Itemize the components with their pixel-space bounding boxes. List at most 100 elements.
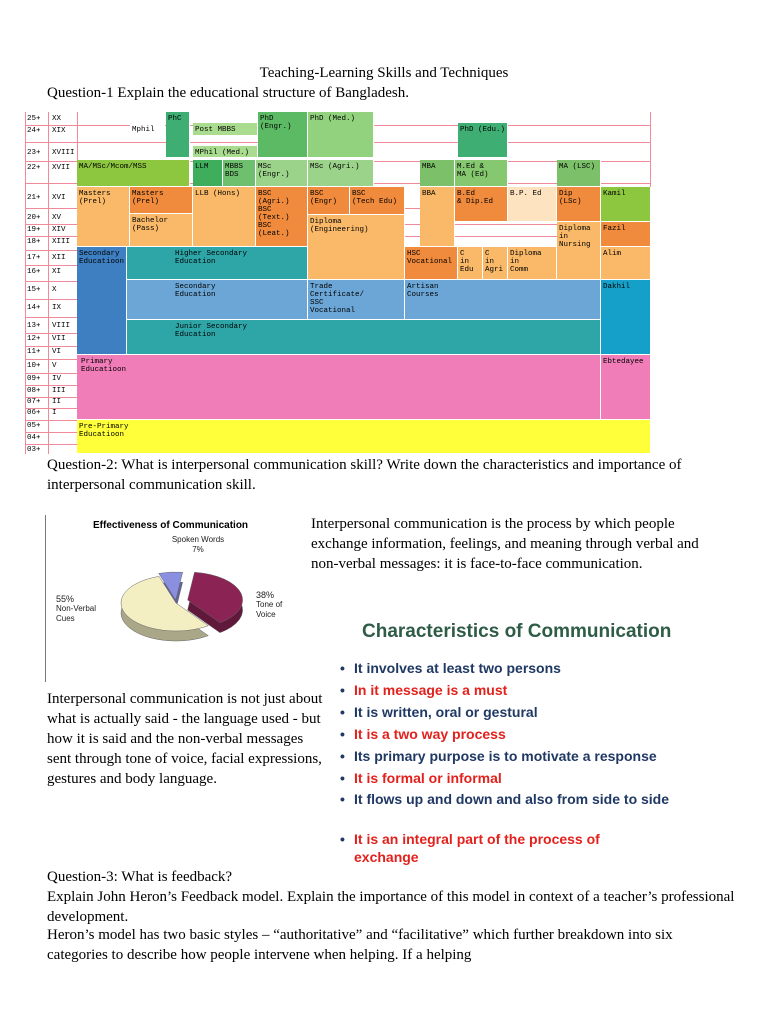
block: Mphil	[130, 123, 165, 136]
block: Diploma in Comm	[508, 247, 557, 280]
block: Fazil	[601, 222, 651, 247]
age-label: 18+	[27, 238, 41, 246]
bullet-dot: •	[340, 770, 345, 786]
bullet-text: It is written, oral or gestural	[354, 704, 538, 720]
block: C in Agri	[483, 247, 508, 280]
slice-label: Spoken Words 7%	[158, 535, 238, 555]
age-label: 15+	[27, 286, 41, 294]
age-label: 14+	[27, 304, 41, 312]
slice-value: 38%	[256, 590, 275, 600]
grade-label: X	[52, 286, 57, 294]
block: LLB (Hons)	[193, 187, 256, 247]
block: Artisan Courses	[405, 280, 601, 320]
block: B.Ed & Dip.Ed	[455, 187, 508, 222]
block: HSC Vocational	[405, 247, 458, 280]
age-label: 16+	[27, 268, 41, 276]
grade-label: III	[52, 387, 66, 395]
block: MA/MSc/Mcom/MSS	[77, 160, 190, 187]
age-label: 12+	[27, 335, 41, 343]
pie-plot	[120, 571, 243, 642]
block: Masters (Prel)	[77, 187, 130, 247]
grade-label: XII	[52, 254, 66, 262]
block: MA (LSC)	[557, 160, 601, 187]
question: Question-3: What is feedback?	[47, 869, 233, 885]
slice-label: 55% Non-Verbal Cues	[56, 594, 136, 624]
block: Pre-Primary Educatioon	[77, 420, 651, 454]
age-label: 10+	[27, 362, 41, 370]
grade-label: IV	[52, 375, 62, 383]
bullet-dot: •	[340, 726, 345, 742]
block: Kamil	[601, 187, 651, 222]
block: PhC	[166, 112, 190, 158]
pie-slice	[120, 576, 209, 632]
question: Question-2: What is interpersonal commun…	[47, 457, 682, 493]
age-label: 13+	[27, 322, 41, 330]
block: M.Ed & MA (Ed)	[455, 160, 508, 187]
bullet-dot: •	[340, 831, 345, 847]
slice-value: 55%	[56, 594, 75, 604]
age-label: 19+	[27, 226, 41, 234]
block: Dakhil	[601, 280, 651, 355]
age-label: 21+	[27, 194, 41, 202]
col-line	[25, 112, 26, 454]
block: MSc (Agri.)	[308, 160, 374, 187]
grade-label: VIII	[52, 322, 71, 330]
age-label: 08+	[27, 387, 41, 395]
pie-chart: Effectiveness of Communication Spoken Wo…	[45, 515, 296, 682]
bullet-dot: •	[340, 682, 345, 698]
bullet: • It is formal or informal	[340, 769, 699, 787]
grade-label: XIV	[52, 226, 66, 234]
col-line	[48, 112, 49, 454]
slice-name: Spoken Words	[171, 535, 225, 544]
bullet: • It flows up and down and also from side…	[340, 790, 699, 808]
question: Question-1 Explain the educational struc…	[47, 85, 409, 101]
block: LLM	[193, 160, 223, 187]
age-label: 24+	[27, 127, 41, 135]
age-label: 05+	[27, 422, 41, 430]
bullet: • It involves at least two persons	[340, 659, 699, 677]
bullet: • It is a two way process	[340, 725, 699, 743]
bullet-text: It involves at least two persons	[354, 660, 561, 676]
grade-label: XIX	[52, 127, 66, 135]
block: PhD (Med.)	[308, 112, 374, 158]
bullet: • Its primary purpose is to motivate a re…	[340, 747, 699, 765]
slice-name: Non-Verbal Cues	[56, 604, 97, 623]
paragraph: Heron’s model has two basic styles – “au…	[47, 927, 673, 963]
block: B.P. Ed	[508, 187, 557, 222]
grade-label: I	[52, 409, 57, 417]
block: Alim	[601, 247, 651, 280]
block: MBA	[420, 160, 455, 187]
block: PhD (Edu.)	[458, 123, 508, 158]
bullet-dot: •	[340, 791, 345, 807]
age-label: 06+	[27, 409, 41, 417]
bullet: • In it message is a must	[340, 681, 699, 699]
age-label: 03+	[27, 446, 41, 454]
grade-label: IX	[52, 304, 62, 312]
bullet-text: It is a two way process	[354, 726, 506, 742]
block: Trade Certificate/ SSC Vocational	[308, 280, 405, 320]
slice-value: 7%	[192, 545, 204, 554]
block: Bachelor (Pass)	[130, 214, 193, 247]
bullet-text: In it message is a must	[354, 682, 508, 698]
block: Ebtedayee	[601, 355, 651, 420]
chart-title: Effectiveness of Communication	[93, 520, 249, 531]
pie-slice	[158, 571, 183, 601]
pie-slice	[187, 571, 243, 623]
block: BBA	[420, 187, 455, 247]
age-label: 22+	[27, 164, 41, 172]
block: BSC (Engr)	[308, 187, 350, 215]
age-label: 11+	[27, 348, 41, 356]
education-structure: 25+ 24+ 23+ 22+ 21+ 20+ 19+ 18+ 17+ 16+ 15+ 14+ 13+ 1…	[25, 112, 651, 454]
grade-label: XVII	[52, 164, 71, 172]
block: BSC (Tech Edu)	[350, 187, 405, 215]
age-label: 17+	[27, 254, 41, 262]
grade-label: XVIII	[52, 149, 75, 157]
bullet-text: It flows up and down and also from side …	[354, 791, 670, 807]
heading: Characteristics of Communication	[362, 621, 672, 642]
block: BSC (Agri.) BSC (Text.) BSC (Leat.)	[256, 187, 308, 247]
grade-label: XX	[52, 115, 62, 123]
bullet-text: It is formal or informal	[354, 770, 502, 786]
bullet-dot: •	[340, 660, 345, 676]
bullet: • It is written, oral or gestural	[340, 703, 699, 721]
block: Diploma in Nursing	[557, 222, 601, 280]
